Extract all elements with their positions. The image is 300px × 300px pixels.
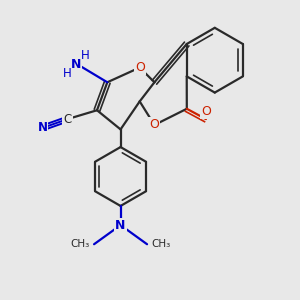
Text: O: O <box>135 61 145 74</box>
Text: O: O <box>149 118 159 131</box>
Text: C: C <box>63 112 72 126</box>
Text: N: N <box>38 122 47 134</box>
Text: N: N <box>116 219 126 232</box>
Text: H: H <box>81 49 90 62</box>
Text: N: N <box>71 58 82 71</box>
Text: CH₃: CH₃ <box>152 239 171 249</box>
Text: O: O <box>201 105 211 118</box>
Text: CH₃: CH₃ <box>70 239 90 249</box>
Text: H: H <box>63 67 72 80</box>
